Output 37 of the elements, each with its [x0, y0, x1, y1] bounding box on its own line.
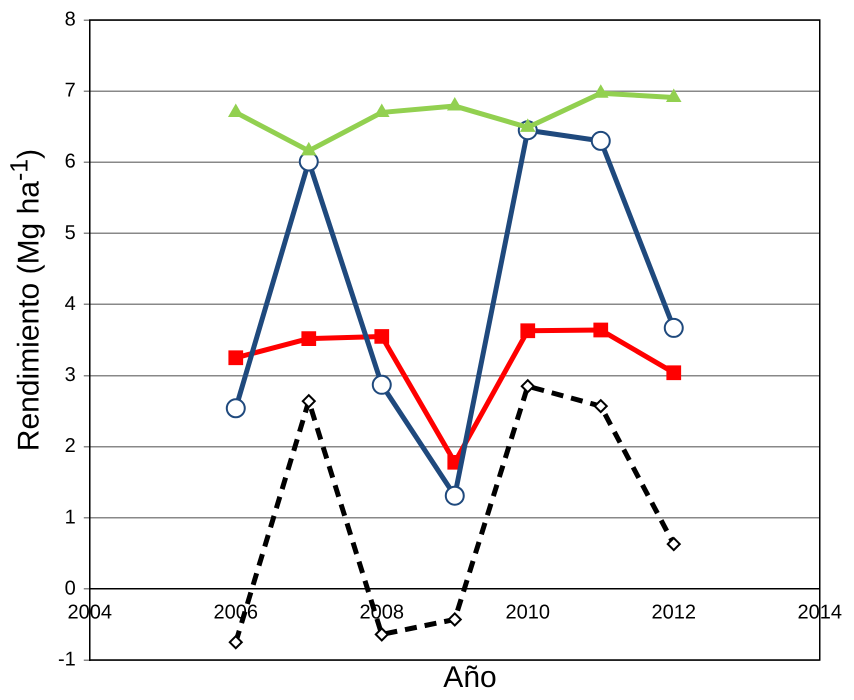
- point: [590, 130, 611, 151]
- point: [228, 635, 243, 650]
- point: [666, 365, 682, 380]
- point: [228, 104, 243, 117]
- point: [448, 612, 462, 626]
- point: [664, 318, 684, 338]
- point: [374, 329, 390, 344]
- point: [594, 85, 608, 98]
- point: [228, 350, 244, 366]
- point: [444, 486, 465, 506]
- x-axis-title: Año: [443, 661, 497, 695]
- point: [302, 142, 316, 156]
- y-tick-label: -1: [58, 648, 76, 671]
- y-tick-label: 2: [64, 435, 76, 458]
- y-tick-label: 7: [64, 80, 76, 102]
- y-tick-label: 6: [64, 150, 76, 173]
- point: [666, 90, 681, 102]
- y-tick-label: 3: [64, 364, 76, 386]
- point: [301, 331, 316, 346]
- point: [448, 98, 462, 111]
- x-tick-label: 2012: [652, 601, 696, 624]
- y-tick-label: 8: [64, 8, 76, 31]
- point: [302, 394, 316, 408]
- point: [594, 399, 608, 414]
- y-tick-label: 1: [64, 506, 76, 528]
- x-tick-label: 2010: [506, 601, 550, 624]
- point: [666, 537, 681, 552]
- point: [593, 322, 608, 338]
- point: [520, 379, 535, 394]
- point: [374, 627, 389, 642]
- y-tick-label: 0: [64, 577, 76, 600]
- point: [372, 374, 392, 395]
- y-tick-label: 4: [64, 292, 76, 315]
- y-tick-label: 5: [64, 222, 76, 244]
- point: [374, 104, 389, 117]
- point: [226, 398, 246, 418]
- point: [520, 323, 536, 338]
